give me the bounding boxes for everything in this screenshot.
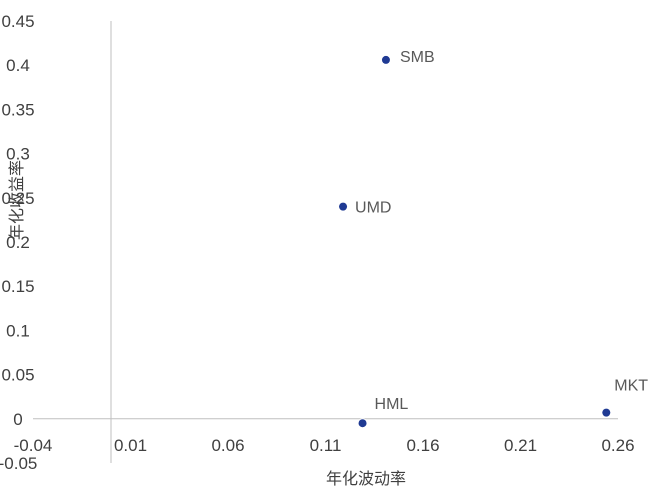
marker xyxy=(358,419,367,428)
y-tick-label: 0.4 xyxy=(6,56,30,75)
data-point-mkt: MKT xyxy=(601,378,648,418)
marker xyxy=(602,408,611,417)
point-label: MKT xyxy=(614,378,648,395)
y-tick-label: 0.3 xyxy=(6,145,30,164)
y-tick-label: 0.25 xyxy=(1,189,34,208)
y-tick-label: 0 xyxy=(13,410,22,429)
data-point-hml: HML xyxy=(357,396,409,429)
data-point-umd: UMD xyxy=(338,200,391,217)
y-tick-label: 0.15 xyxy=(1,277,34,296)
x-tick-label: 0.21 xyxy=(504,436,537,455)
x-axis-title: 年化波动率 xyxy=(326,469,406,488)
marker xyxy=(339,202,348,211)
point-label: UMD xyxy=(355,200,391,217)
y-axis-title: 年化收益率 xyxy=(7,160,26,240)
y-tick-labels: 0.45 0.4 0.35 0.3 0.25 0.2 0.15 0.1 0.05 0 -0.05 xyxy=(0,12,37,473)
point-label: SMB xyxy=(400,49,435,66)
x-tick-label: 0.26 xyxy=(601,436,634,455)
y-tick-label: 0.35 xyxy=(1,100,34,119)
x-tick-labels: -0.04 0.01 0.06 0.11 0.16 0.21 0.26 xyxy=(14,436,635,455)
x-tick-label: 0.16 xyxy=(406,436,439,455)
y-tick-label: 0.1 xyxy=(6,321,30,340)
point-label: HML xyxy=(375,396,409,413)
y-tick-label: 0.45 xyxy=(1,12,34,31)
x-tick-label: 0.11 xyxy=(310,436,342,455)
x-tick-label: 0.06 xyxy=(211,436,244,455)
x-tick-label: -0.04 xyxy=(14,436,53,455)
y-tick-label: 0.2 xyxy=(6,233,30,252)
x-tick-label: 0.01 xyxy=(114,436,147,455)
y-tick-label: -0.05 xyxy=(0,454,37,473)
y-tick-label: 0.05 xyxy=(1,366,34,385)
data-point-smb: SMB xyxy=(380,49,435,66)
marker xyxy=(381,55,390,64)
data-points: SMB UMD HML MKT xyxy=(338,49,648,429)
